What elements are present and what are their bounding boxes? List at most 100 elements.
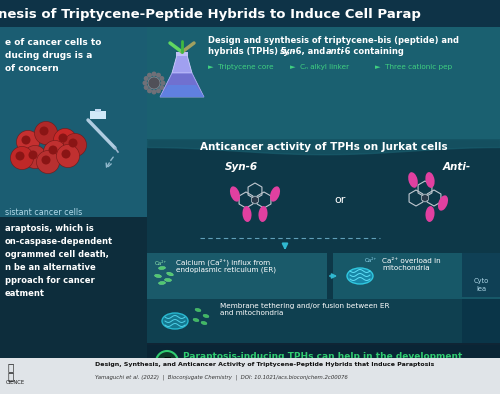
Circle shape (156, 88, 161, 93)
Text: ►  Triptycene core: ► Triptycene core (208, 64, 274, 70)
Circle shape (144, 85, 148, 90)
Circle shape (160, 76, 164, 81)
Circle shape (147, 73, 152, 78)
Text: Ca²⁺ overload in
mitochondria: Ca²⁺ overload in mitochondria (382, 258, 440, 271)
Text: Syn-6: Syn-6 (225, 162, 258, 172)
Text: Yamaguchi et al. (2022)  |  Bioconjugate Chemistry  |  DOI: 10.1021/acs.bioconjc: Yamaguchi et al. (2022) | Bioconjugate C… (95, 374, 348, 379)
Circle shape (142, 80, 148, 85)
Text: or: or (334, 195, 345, 205)
Circle shape (48, 145, 58, 154)
Text: -6, and: -6, and (292, 47, 328, 56)
Text: Paraptosis-inducing TPHs can help in the development: Paraptosis-inducing TPHs can help in the… (183, 352, 462, 361)
Text: -6 containing: -6 containing (341, 47, 404, 56)
Text: CIENCE: CIENCE (6, 380, 25, 385)
Circle shape (58, 134, 68, 143)
Circle shape (24, 145, 46, 169)
Circle shape (68, 139, 78, 147)
FancyBboxPatch shape (0, 27, 147, 217)
Polygon shape (172, 55, 192, 73)
Text: eatment: eatment (5, 289, 45, 298)
Text: 👍: 👍 (163, 355, 171, 368)
Text: 大
学: 大 学 (8, 362, 14, 381)
FancyBboxPatch shape (147, 139, 500, 249)
Ellipse shape (193, 318, 199, 322)
Circle shape (156, 73, 161, 78)
Ellipse shape (258, 206, 268, 222)
Circle shape (54, 128, 76, 152)
Text: e of cancer cells to: e of cancer cells to (5, 38, 102, 47)
Circle shape (16, 152, 24, 160)
Text: n be an alternative: n be an alternative (5, 263, 96, 272)
Text: araptosis, which is: araptosis, which is (5, 224, 94, 233)
Text: nesis of Triptycene-Peptide Hybrids to Induce Cell Parap: nesis of Triptycene-Peptide Hybrids to I… (0, 7, 421, 20)
FancyBboxPatch shape (333, 253, 500, 299)
Polygon shape (160, 73, 204, 97)
Ellipse shape (242, 206, 252, 222)
Polygon shape (252, 196, 258, 204)
Ellipse shape (426, 172, 434, 188)
Circle shape (56, 145, 80, 167)
Text: Calcium (Ca²⁺) influx from
endoplasmic reticulum (ER): Calcium (Ca²⁺) influx from endoplasmic r… (176, 258, 276, 273)
Ellipse shape (158, 281, 166, 284)
Text: anti: anti (326, 47, 344, 56)
Ellipse shape (408, 172, 418, 188)
FancyBboxPatch shape (147, 299, 462, 343)
Circle shape (64, 134, 86, 156)
Circle shape (147, 88, 152, 93)
Text: effective anti-cancer strategies: effective anti-cancer strategies (183, 364, 344, 373)
Ellipse shape (158, 266, 166, 269)
Circle shape (42, 156, 50, 165)
Text: ducing drugs is a: ducing drugs is a (5, 51, 92, 60)
FancyBboxPatch shape (147, 27, 500, 139)
Ellipse shape (154, 274, 162, 278)
Text: syn: syn (280, 47, 296, 56)
Ellipse shape (164, 278, 172, 282)
Text: hybrids (TPHs) 5,: hybrids (TPHs) 5, (208, 47, 293, 56)
FancyBboxPatch shape (0, 217, 147, 358)
Circle shape (28, 151, 38, 160)
FancyBboxPatch shape (147, 345, 500, 387)
Circle shape (152, 71, 156, 76)
Circle shape (160, 80, 166, 85)
FancyBboxPatch shape (0, 0, 500, 27)
FancyBboxPatch shape (462, 253, 500, 297)
FancyBboxPatch shape (0, 358, 500, 394)
Ellipse shape (201, 322, 207, 325)
Text: pproach for cancer: pproach for cancer (5, 276, 95, 285)
FancyBboxPatch shape (176, 52, 188, 56)
Ellipse shape (438, 195, 448, 211)
Text: ►  Three cationic pep: ► Three cationic pep (375, 64, 452, 70)
Circle shape (44, 141, 66, 164)
Circle shape (152, 89, 156, 95)
Text: ►  Cₙ alkyl linker: ► Cₙ alkyl linker (290, 64, 349, 70)
Circle shape (10, 147, 34, 169)
Ellipse shape (162, 313, 188, 329)
Text: sistant cancer cells: sistant cancer cells (5, 208, 82, 217)
Circle shape (156, 351, 178, 373)
Polygon shape (422, 194, 428, 202)
Text: Anti-: Anti- (443, 162, 471, 172)
Circle shape (148, 77, 160, 89)
Text: Design and synthesis of triptycene-bis (peptide) and: Design and synthesis of triptycene-bis (… (208, 36, 459, 45)
Circle shape (40, 126, 48, 136)
Circle shape (34, 121, 58, 145)
Text: Ca²⁺: Ca²⁺ (365, 258, 378, 263)
Circle shape (62, 149, 70, 158)
FancyBboxPatch shape (462, 299, 500, 343)
Ellipse shape (230, 186, 240, 202)
Circle shape (36, 151, 60, 173)
Text: on-caspase-dependent: on-caspase-dependent (5, 237, 113, 246)
Text: Cyto
lea: Cyto lea (474, 278, 488, 292)
Ellipse shape (195, 309, 201, 312)
FancyBboxPatch shape (95, 109, 101, 112)
Text: Membrane tethering and/or fusion between ER
and mitochondria: Membrane tethering and/or fusion between… (220, 303, 390, 316)
FancyBboxPatch shape (90, 111, 106, 119)
Text: of concern: of concern (5, 64, 59, 73)
Text: Ca²⁺: Ca²⁺ (155, 261, 167, 266)
Circle shape (144, 76, 148, 81)
Text: ogrammed cell death,: ogrammed cell death, (5, 250, 109, 259)
Polygon shape (160, 85, 204, 97)
Ellipse shape (203, 314, 209, 318)
Ellipse shape (426, 206, 434, 222)
Circle shape (22, 136, 30, 145)
